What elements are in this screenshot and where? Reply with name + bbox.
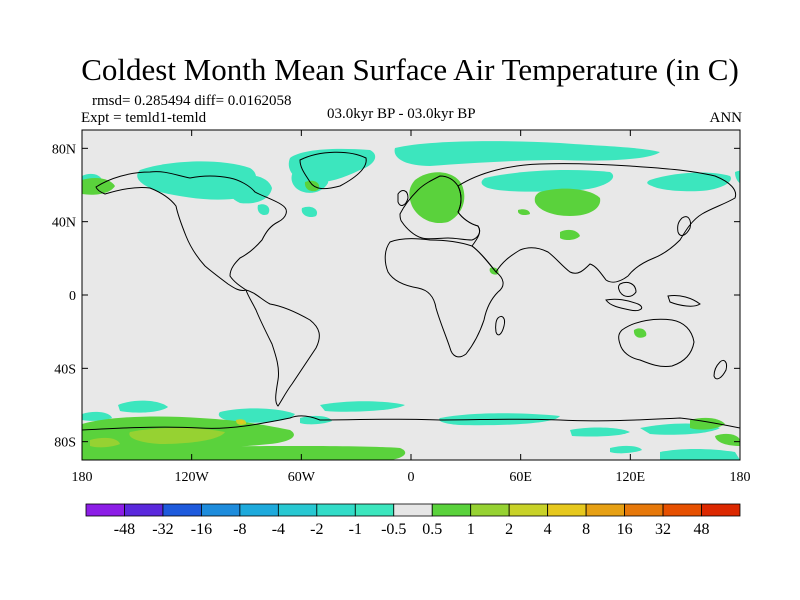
anomaly-patch	[570, 427, 630, 437]
anomaly-patch	[610, 445, 642, 454]
lon-tick-label: 0	[408, 470, 415, 485]
anomaly-patch	[218, 408, 295, 423]
period-label: 03.0kyr BP - 03.0kyr BP	[327, 106, 476, 122]
colorbar-swatch	[393, 503, 433, 517]
colorbar-swatch	[162, 503, 202, 517]
colorbar-swatch	[624, 503, 664, 517]
colorbar-swatch	[124, 503, 164, 517]
colorbar-label: 48	[694, 521, 710, 538]
coastline-new-guinea	[667, 295, 701, 307]
anomaly-patch	[304, 180, 320, 192]
anomaly-patch	[300, 415, 332, 425]
colorbar-label: 16	[617, 521, 633, 538]
anomaly-patch	[647, 172, 731, 192]
colorbar-swatch	[547, 503, 587, 517]
colorbar-swatch	[508, 503, 549, 517]
anomaly-patch	[534, 188, 601, 216]
anomaly-patch	[227, 175, 272, 204]
lon-tick-label: 180	[72, 470, 93, 485]
coastline-new-zealand	[713, 359, 727, 380]
anomaly-patch	[257, 204, 270, 215]
anomaly-patch	[633, 328, 647, 338]
anomaly-patch	[82, 446, 406, 460]
colorbar-label: 32	[655, 521, 671, 538]
anomaly-patch	[301, 206, 318, 218]
anomaly-patch	[137, 161, 257, 200]
lon-tick-label: 60W	[288, 470, 316, 485]
colorbar-swatch	[85, 503, 125, 517]
anomaly-patch	[129, 427, 225, 444]
coastline-antarctica	[82, 415, 740, 431]
coastline-japan	[677, 216, 691, 236]
colorbar-label: 4	[544, 521, 552, 538]
colorbar	[85, 503, 741, 517]
season-label: ANN	[709, 110, 743, 126]
colorbar-label: -4	[272, 521, 285, 538]
longitude-ticks: 180 120W 60W 0 60E 120E 180	[72, 130, 751, 485]
colorbar-label: 8	[582, 521, 590, 538]
anomaly-patch	[481, 170, 614, 192]
colorbar-swatch	[701, 503, 741, 517]
lat-tick-label: 80S	[54, 436, 76, 451]
lat-tick-label: 40N	[52, 216, 76, 231]
figure-title: Coldest Month Mean Surface Air Temperatu…	[81, 52, 739, 87]
colorbar-swatch	[431, 503, 472, 517]
lon-tick-label: 120W	[175, 470, 210, 485]
colorbar-swatch	[201, 503, 241, 517]
coastline-madagascar	[495, 315, 505, 336]
colorbar-label: -8	[233, 521, 246, 538]
anomaly-patch	[118, 400, 168, 413]
coastline-greenland	[299, 151, 367, 190]
lon-tick-label: 180	[730, 470, 751, 485]
anomaly-patch	[394, 141, 660, 166]
lat-tick-label: 40S	[54, 362, 76, 377]
colorbar-label: -1	[349, 521, 362, 538]
coastline-asia	[457, 163, 737, 283]
lon-tick-label: 60E	[509, 470, 532, 485]
colorbar-label: -0.5	[381, 521, 406, 538]
anomaly-patch	[82, 178, 115, 195]
colorbar-swatch	[239, 503, 279, 517]
coastline-africa	[384, 238, 504, 358]
lat-tick-label: 80N	[52, 142, 76, 157]
colorbar-swatch	[662, 503, 702, 517]
anomaly-patch	[409, 172, 465, 224]
coastline-borneo	[618, 281, 637, 297]
stats-text: rmsd= 0.285494 diff= 0.0162058	[92, 93, 292, 109]
colorbar-swatch	[354, 503, 395, 517]
lat-tick-label: 0	[69, 289, 76, 304]
lon-tick-label: 120E	[616, 470, 646, 485]
anomaly-patch	[735, 170, 740, 184]
colorbar-labels: -48 -32 -16 -8 -4 -2 -1 -0.5 0.5 1 2 4 8 16 32 48	[114, 521, 710, 538]
colorbar-label: 2	[505, 521, 513, 538]
colorbar-label: -32	[152, 521, 173, 538]
anomaly-patch	[660, 449, 740, 460]
colorbar-label: 0.5	[422, 521, 442, 538]
anomaly-patch	[560, 229, 580, 241]
coastline-north-america	[95, 171, 287, 291]
colorbar-swatch	[277, 503, 318, 517]
anomaly-patch	[715, 433, 740, 446]
anomaly-patch	[518, 209, 530, 216]
colorbar-label: -2	[310, 521, 323, 538]
coastline-australia	[618, 318, 695, 367]
anomaly-patch	[320, 401, 405, 412]
coastline-indonesia	[605, 298, 643, 311]
colorbar-swatch	[470, 503, 510, 517]
anomaly-patch	[82, 411, 112, 421]
coastlines	[82, 151, 740, 431]
anomaly-patch	[240, 420, 244, 424]
colorbar-label: -48	[114, 521, 135, 538]
colorbar-label: 1	[467, 521, 475, 538]
colorbar-swatch	[585, 503, 625, 517]
experiment-label: Expt = temld1-temld	[81, 110, 207, 126]
colorbar-swatch	[316, 503, 356, 517]
coastline-britain	[397, 190, 409, 206]
coastline-south-america	[245, 289, 320, 407]
latitude-ticks: 80N 40N 0 40S 80S	[52, 142, 740, 451]
anomaly-patch	[90, 437, 120, 448]
colorbar-label: -16	[191, 521, 212, 538]
